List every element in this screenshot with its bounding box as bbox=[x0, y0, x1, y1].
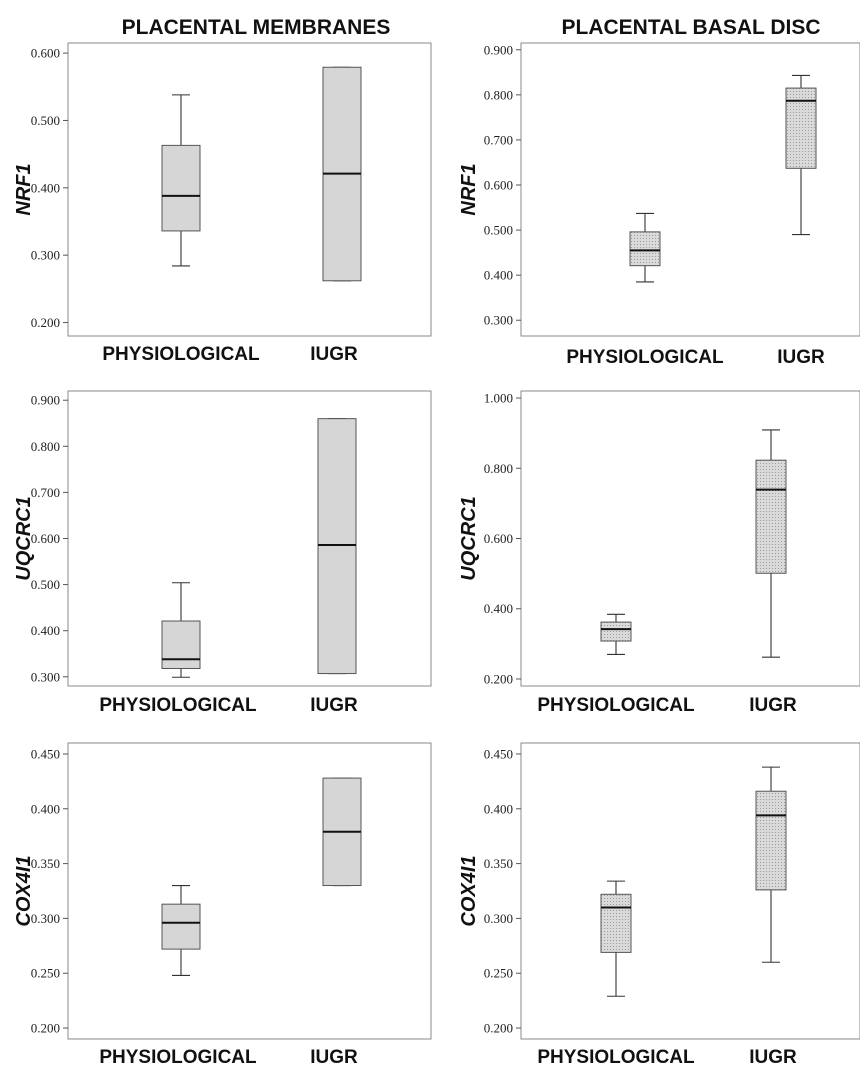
box-physiological bbox=[161, 582, 201, 678]
y-axis-label: UQCRC1 bbox=[13, 496, 35, 580]
y-tick-label: 0.600 bbox=[484, 531, 513, 546]
panel-2: 0.300 0.400 0.500 0.600 0.700 0.800 0.900 NRF1 P… bbox=[458, 42, 860, 368]
y-tick-label: 0.350 bbox=[484, 856, 513, 871]
y-tick-label: 0.200 bbox=[484, 1021, 513, 1036]
box-iugr bbox=[755, 766, 787, 963]
y-tick-label: 0.300 bbox=[484, 911, 513, 926]
x-tick-label-physiological: PHYSIOLOGICAL bbox=[537, 1047, 695, 1066]
y-tick-label: 0.200 bbox=[484, 671, 513, 686]
y-tick-label: 0.800 bbox=[31, 439, 60, 454]
column-title-membranes: PLACENTAL MEMBRANES bbox=[122, 16, 391, 39]
plot-frame bbox=[520, 390, 860, 687]
plot-frame bbox=[520, 742, 860, 1040]
box-iqr bbox=[629, 231, 661, 267]
plot-frame bbox=[67, 390, 432, 687]
x-tick-label-physiological: PHYSIOLOGICAL bbox=[102, 344, 260, 365]
y-tick-label: 0.400 bbox=[31, 180, 60, 195]
box-iugr bbox=[322, 777, 362, 887]
panels: 0.200 0.300 0.400 0.500 0.600 NRF1 PHYSIOLOGIC… bbox=[13, 42, 860, 1066]
y-tick-label: 0.300 bbox=[31, 911, 60, 926]
y-tick-label: 0.500 bbox=[484, 223, 513, 238]
box-iqr bbox=[600, 621, 632, 642]
x-tick-label-physiological: PHYSIOLOGICAL bbox=[537, 695, 695, 716]
y-tick-label: 0.250 bbox=[31, 966, 60, 981]
y-tick-label: 0.800 bbox=[484, 87, 513, 102]
x-tick-label-iugr: IUGR bbox=[749, 695, 797, 716]
panel-5: 0.200 0.250 0.300 0.350 0.400 0.450 COX4I1 PHYS… bbox=[13, 742, 432, 1066]
y-tick-label: 0.600 bbox=[31, 531, 60, 546]
panel-4: 0.200 0.400 0.600 0.800 1.000 UQCRC1 PHYSIOLOG… bbox=[458, 390, 860, 716]
box-iqr bbox=[317, 418, 357, 675]
plot-frame bbox=[67, 42, 432, 337]
y-tick-label: 0.600 bbox=[484, 177, 513, 192]
box-physiological bbox=[161, 94, 201, 267]
y-tick-label: 0.400 bbox=[31, 623, 60, 638]
x-tick-label-physiological: PHYSIOLOGICAL bbox=[99, 695, 257, 716]
box-iqr bbox=[161, 903, 201, 950]
y-tick-label: 0.300 bbox=[484, 313, 513, 328]
y-tick-label: 0.700 bbox=[484, 132, 513, 147]
x-tick-label-iugr: IUGR bbox=[310, 695, 358, 716]
y-axis-label: UQCRC1 bbox=[458, 496, 480, 580]
y-axis-label: COX4I1 bbox=[458, 855, 480, 926]
y-tick-label: 0.300 bbox=[31, 248, 60, 263]
y-tick-label: 1.000 bbox=[484, 391, 513, 406]
y-tick-label: 0.450 bbox=[31, 746, 60, 761]
x-tick-label-iugr: IUGR bbox=[777, 347, 825, 368]
panel-3: 0.300 0.400 0.500 0.600 0.700 0.800 0.900 UQCRC… bbox=[13, 390, 432, 716]
y-tick-label: 0.900 bbox=[31, 393, 60, 408]
box-iqr bbox=[755, 790, 787, 891]
y-tick-label: 0.450 bbox=[484, 746, 513, 761]
x-tick-label-iugr: IUGR bbox=[749, 1047, 797, 1066]
y-tick-label: 0.600 bbox=[31, 46, 60, 61]
y-tick-label: 0.900 bbox=[484, 42, 513, 57]
box-physiological bbox=[600, 613, 632, 655]
box-iugr bbox=[755, 429, 787, 658]
box-physiological bbox=[600, 880, 632, 997]
box-iqr bbox=[600, 893, 632, 953]
y-tick-label: 0.500 bbox=[31, 113, 60, 128]
y-tick-label: 0.700 bbox=[31, 485, 60, 500]
box-iqr bbox=[161, 620, 201, 669]
x-tick-label-iugr: IUGR bbox=[310, 344, 358, 365]
box-iqr bbox=[161, 144, 201, 232]
y-axis-label: NRF1 bbox=[458, 163, 480, 215]
y-tick-label: 0.200 bbox=[31, 315, 60, 330]
x-tick-label-physiological: PHYSIOLOGICAL bbox=[99, 1047, 257, 1066]
y-tick-label: 0.250 bbox=[484, 966, 513, 981]
y-tick-label: 0.300 bbox=[31, 669, 60, 684]
y-tick-label: 0.800 bbox=[484, 461, 513, 476]
box-iugr bbox=[317, 418, 357, 675]
box-iugr bbox=[785, 74, 817, 236]
plot-frame bbox=[67, 742, 432, 1040]
y-tick-label: 0.400 bbox=[484, 801, 513, 816]
y-axis-label: COX4I1 bbox=[13, 855, 35, 926]
box-iqr bbox=[755, 459, 787, 574]
y-tick-label: 0.500 bbox=[31, 577, 60, 592]
y-tick-label: 0.400 bbox=[484, 601, 513, 616]
panel-6: 0.200 0.250 0.300 0.350 0.400 0.450 COX4I1 PHYS… bbox=[458, 742, 860, 1066]
y-tick-label: 0.400 bbox=[484, 268, 513, 283]
y-axis-label: NRF1 bbox=[13, 163, 35, 215]
plot-frame bbox=[520, 42, 860, 337]
box-iugr bbox=[322, 66, 362, 282]
y-tick-label: 0.350 bbox=[31, 856, 60, 871]
column-title-basal-disc: PLACENTAL BASAL DISC bbox=[561, 16, 820, 39]
y-tick-label: 0.400 bbox=[31, 801, 60, 816]
x-tick-label-iugr: IUGR bbox=[310, 1047, 358, 1066]
x-tick-label-physiological: PHYSIOLOGICAL bbox=[566, 347, 724, 368]
box-physiological bbox=[161, 884, 201, 976]
box-physiological bbox=[629, 212, 661, 283]
panel-1: 0.200 0.300 0.400 0.500 0.600 NRF1 PHYSIOLOGIC… bbox=[13, 42, 432, 365]
y-tick-label: 0.200 bbox=[31, 1021, 60, 1036]
